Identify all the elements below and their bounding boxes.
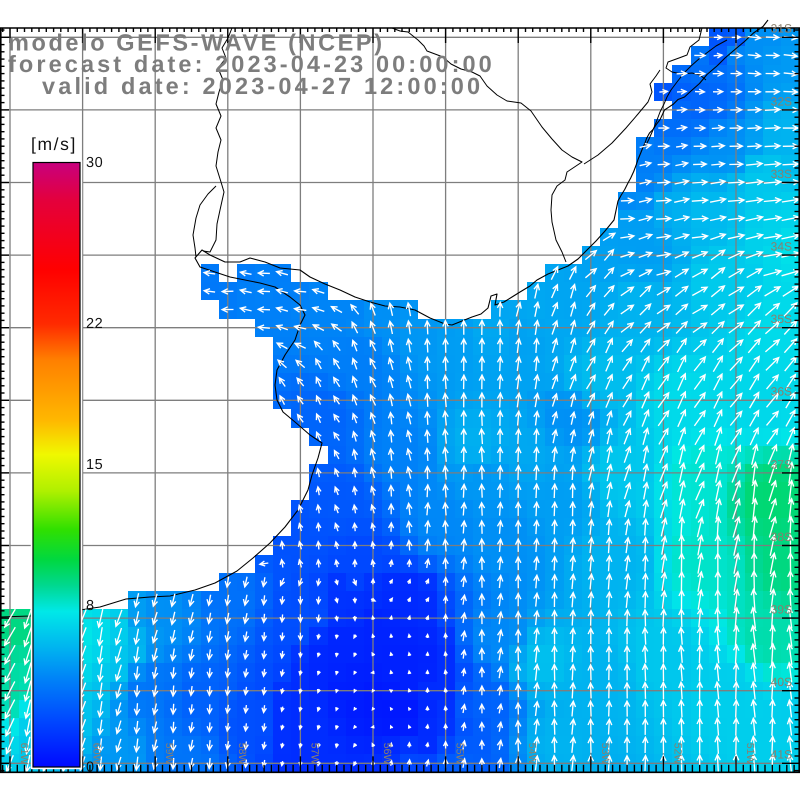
- svg-text:33S: 33S: [771, 167, 792, 181]
- svg-text:8: 8: [86, 598, 95, 614]
- svg-text:30: 30: [86, 155, 103, 171]
- svg-text:51W: 51W: [744, 743, 756, 765]
- svg-text:52W: 52W: [671, 743, 683, 765]
- svg-text:39S: 39S: [771, 603, 792, 617]
- svg-text:31S: 31S: [771, 22, 792, 36]
- svg-text:59W: 59W: [163, 743, 175, 765]
- svg-text:37S: 37S: [771, 457, 792, 471]
- svg-text:modelo GEFS-WAVE (NCEP): modelo GEFS-WAVE (NCEP): [8, 30, 385, 56]
- svg-text:61W: 61W: [18, 743, 30, 765]
- svg-text:0: 0: [86, 759, 95, 775]
- svg-text:54W: 54W: [526, 743, 538, 765]
- svg-text:60W: 60W: [91, 743, 103, 765]
- svg-text:40S: 40S: [771, 675, 792, 689]
- svg-text:[m/s]: [m/s]: [31, 134, 77, 154]
- svg-text:55W: 55W: [454, 743, 466, 765]
- svg-text:32S: 32S: [771, 94, 792, 108]
- svg-text:forecast date: 2023-04-23 00:0: forecast date: 2023-04-23 00:00:00: [8, 51, 495, 77]
- svg-text:15: 15: [86, 457, 103, 473]
- svg-text:34S: 34S: [771, 240, 792, 254]
- svg-text:36S: 36S: [771, 385, 792, 399]
- svg-text:35S: 35S: [771, 312, 792, 326]
- svg-text:58W: 58W: [236, 743, 248, 765]
- svg-text:57W: 57W: [308, 743, 320, 765]
- svg-text:valid date: 2023-04-27 12:00:0: valid date: 2023-04-27 12:00:00: [42, 73, 483, 99]
- svg-text:56W: 56W: [381, 743, 393, 765]
- svg-text:41S: 41S: [771, 748, 792, 762]
- svg-text:22: 22: [86, 316, 103, 332]
- svg-text:38S: 38S: [771, 530, 792, 544]
- svg-text:53W: 53W: [599, 743, 611, 765]
